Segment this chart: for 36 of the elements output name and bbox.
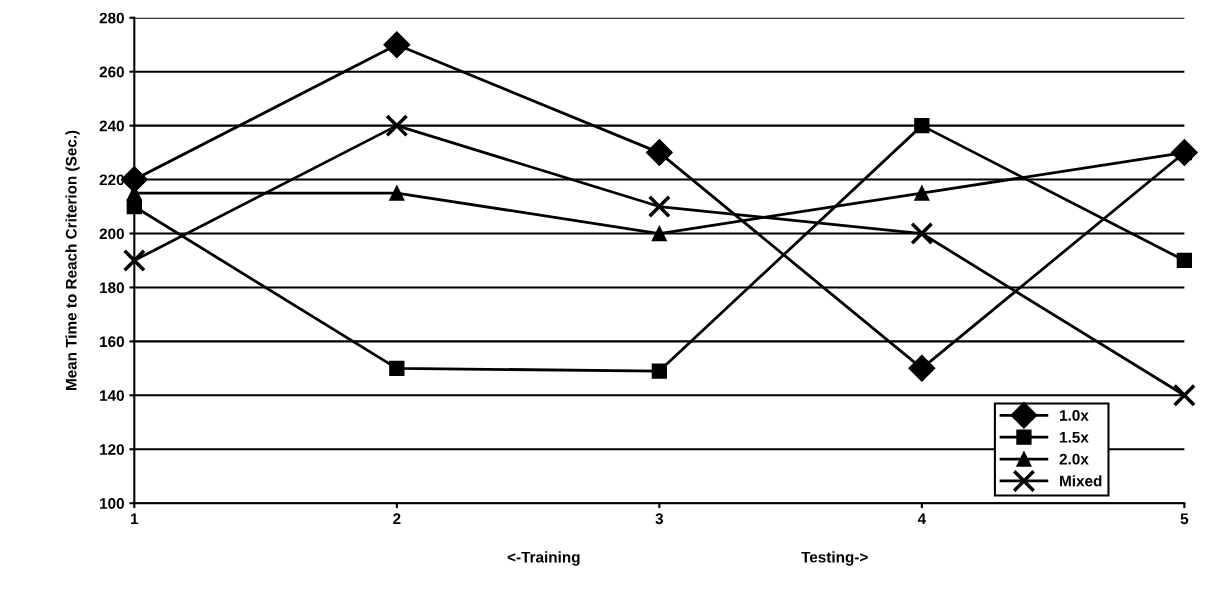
x-tick-label: 5 [1180, 513, 1189, 525]
point [645, 139, 673, 167]
point [908, 354, 936, 382]
point [651, 225, 667, 242]
point [389, 185, 405, 201]
legend-label: Mixed [1060, 475, 1102, 487]
point [122, 249, 146, 272]
point [383, 31, 411, 59]
text: <-Training [507, 551, 580, 566]
point [914, 185, 930, 201]
y-tick-label: 120 [100, 444, 124, 455]
y-tick-label: 100 [100, 498, 124, 509]
legend-label: 1.5x [1060, 432, 1089, 443]
point [1172, 383, 1196, 407]
point [914, 117, 930, 134]
x-tick-label: 4 [917, 513, 927, 524]
point [910, 222, 934, 245]
point [385, 114, 409, 138]
text: Testing-> [801, 551, 868, 566]
legend-label: 2.0x [1059, 453, 1089, 465]
y-tick-label: 160 [100, 336, 124, 348]
y-tick-label: 200 [99, 228, 124, 240]
y-tick-label: 140 [100, 390, 124, 402]
x-tick-label: 3 [655, 513, 664, 525]
y-tick-label: 280 [99, 12, 124, 24]
y-tick-label: 260 [99, 66, 124, 78]
x-tick-label: 2 [393, 513, 401, 524]
y-axis-title: Mean Time to Reach Criterion (Sec.) [65, 130, 80, 391]
point [389, 360, 405, 376]
point [1176, 252, 1193, 269]
point [651, 363, 667, 379]
y-tick-label: 240 [99, 120, 124, 132]
point [647, 195, 671, 218]
y-tick-label: 180 [100, 282, 124, 294]
x-tick-label: 1 [131, 513, 139, 524]
legend-label: 1.0x [1060, 409, 1089, 421]
